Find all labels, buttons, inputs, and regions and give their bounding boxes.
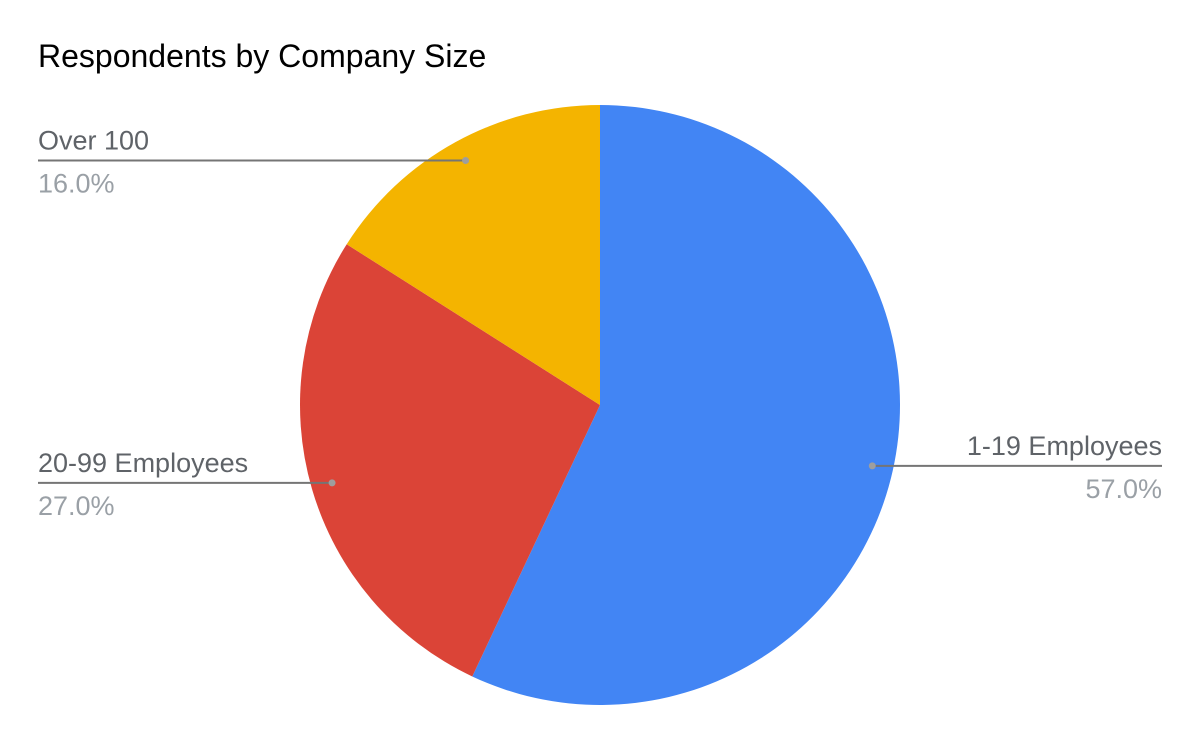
slice-value-label: 57.0% [1085, 474, 1162, 504]
slice-label: Over 100 [38, 126, 149, 156]
pie-slice-1-19-employees [472, 105, 900, 705]
leader-dot [462, 157, 470, 165]
slice-label: 20-99 Employees [38, 448, 248, 478]
pie-slice-20-99-employees [299, 244, 600, 677]
leader-dot [868, 462, 876, 470]
slice-value-label: 16.0% [38, 169, 115, 199]
pie-slices [299, 105, 900, 705]
leader-dot [328, 479, 336, 487]
slice-value-label: 27.0% [38, 491, 115, 521]
pie-labels: 1-19 Employees 57.0% 20-99 Employees 27.0% O… [38, 126, 1162, 521]
chart-title: Respondents by Company Size [38, 38, 487, 74]
pie-slice-over-100 [346, 105, 600, 405]
slice-label: 1-19 Employees [967, 431, 1162, 461]
